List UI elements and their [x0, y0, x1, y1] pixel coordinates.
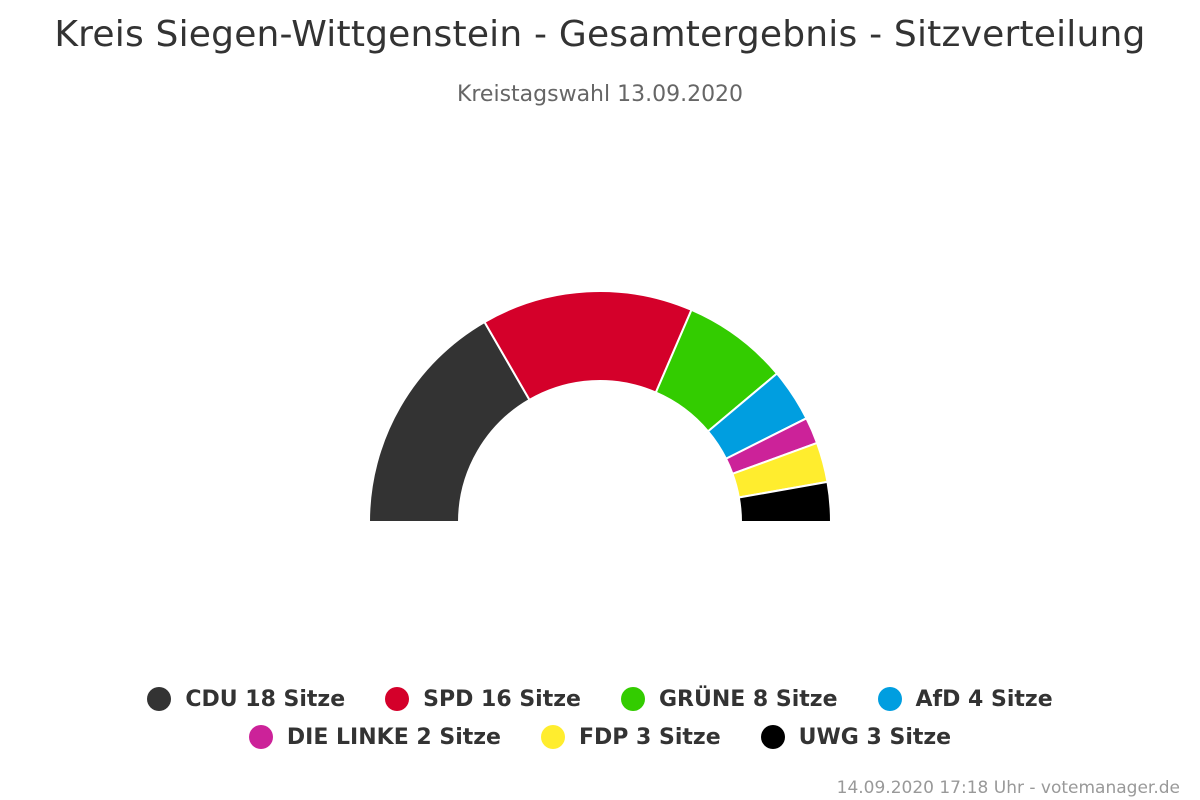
legend-symbol: [147, 687, 172, 711]
legend-label: SPD 16 Sitze: [423, 686, 581, 712]
legend-label: UWG 3 Sitze: [798, 724, 952, 750]
legend-item-fdp[interactable]: FDP 3 Sitze: [540, 724, 721, 750]
chart-subtitle: Kreistagswahl 13.09.2020: [456, 82, 744, 107]
legend-label: AfD 4 Sitze: [915, 686, 1053, 712]
credits-text[interactable]: 14.09.2020 17:18 Uhr - votemanager.de: [836, 778, 1180, 798]
legend-symbol: [248, 725, 273, 749]
legend-row: CDU 18 Sitze SPD 16 Sitze GRÜNE 8 Sitze AfD…: [0, 680, 1200, 718]
legend-symbol: [877, 687, 902, 711]
legend-row: DIE LINKE 2 Sitze FDP 3 Sitze UWG 3 Sitze: [0, 718, 1200, 756]
legend-label: FDP 3 Sitze: [578, 724, 721, 750]
semicircle-slices: [368, 290, 832, 523]
legend-item-spd[interactable]: SPD 16 Sitze: [385, 687, 581, 712]
legend-item-die-linke[interactable]: DIE LINKE 2 Sitze: [248, 724, 501, 750]
legend-symbol: [760, 725, 785, 749]
legend-label: CDU 18 Sitze: [185, 686, 346, 712]
chart-legend: CDU 18 Sitze SPD 16 Sitze GRÜNE 8 Sitze AfD…: [0, 680, 1200, 756]
legend-symbol: [620, 687, 645, 711]
legend-symbol: [385, 687, 410, 711]
legend-item-uwg[interactable]: UWG 3 Sitze: [760, 724, 952, 750]
legend-label: DIE LINKE 2 Sitze: [286, 724, 501, 750]
legend-item-cdu[interactable]: CDU 18 Sitze: [147, 687, 345, 712]
legend-label: GRÜNE 8 Sitze: [658, 686, 838, 712]
slice-uwg[interactable]: [737, 480, 832, 523]
chart-title: Kreis Siegen-Wittgenstein - Gesamtergebn…: [54, 14, 1146, 55]
legend-item-afd[interactable]: AfD 4 Sitze: [877, 686, 1053, 712]
legend-symbol: [540, 725, 565, 749]
slice-cdu[interactable]: [368, 320, 531, 523]
legend-item-gruene[interactable]: GRÜNE 8 Sitze: [620, 686, 838, 712]
